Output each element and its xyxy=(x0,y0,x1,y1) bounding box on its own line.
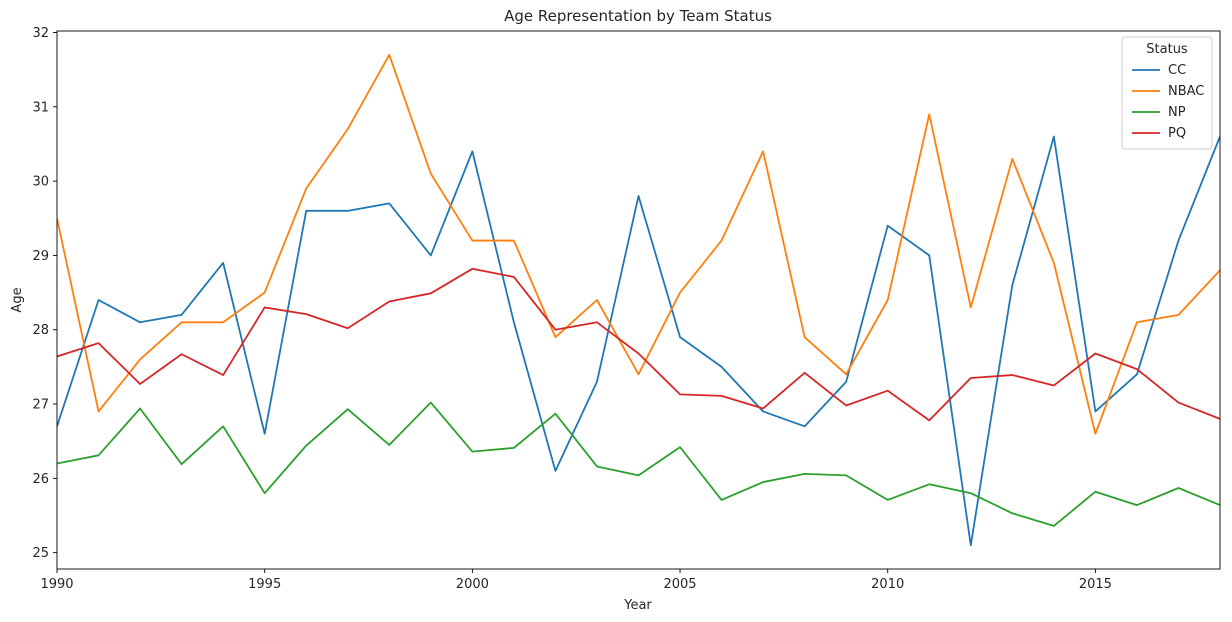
legend-box xyxy=(1121,36,1213,150)
x-tick-label: 1990 xyxy=(40,577,73,592)
chart-title: Age Representation by Team Status xyxy=(504,7,772,25)
x-axis-label: Year xyxy=(623,598,652,613)
series-layer xyxy=(57,53,1220,547)
y-tick-label: 28 xyxy=(32,323,49,338)
legend-entry-np: NP xyxy=(1168,105,1186,120)
axes: 1990 1995 2000 2005 2010 2015 25 26 27 28 29 30 31 32 xyxy=(32,26,1221,592)
x-tick-label: 2000 xyxy=(456,577,489,592)
y-tick-label: 27 xyxy=(32,398,49,413)
legend-entry-pq: PQ xyxy=(1168,126,1186,141)
legend-entry-cc: CC xyxy=(1168,63,1186,78)
y-tick-label: 31 xyxy=(32,100,49,115)
series-line-nbac xyxy=(57,53,1220,435)
x-tick-label: 2005 xyxy=(663,577,696,592)
x-tick-label: 2015 xyxy=(1079,577,1112,592)
plot-frame xyxy=(56,30,1221,570)
y-axis-label: Age xyxy=(10,287,25,312)
legend-entry-nbac: NBAC xyxy=(1168,84,1204,99)
x-tick-label: 1995 xyxy=(248,577,281,592)
series-line-cc xyxy=(57,135,1220,547)
y-tick-label: 25 xyxy=(32,546,49,561)
legend: Status CC NBAC NP PQ xyxy=(1121,36,1213,150)
series-line-pq xyxy=(57,267,1220,422)
y-tick-label: 26 xyxy=(32,472,49,487)
y-tick-label: 32 xyxy=(32,26,49,41)
x-tick-label: 2010 xyxy=(871,577,904,592)
series-line-np xyxy=(57,401,1220,527)
legend-title: Status xyxy=(1146,42,1188,57)
y-tick-label: 30 xyxy=(32,175,49,190)
y-tick-label: 29 xyxy=(32,249,49,264)
